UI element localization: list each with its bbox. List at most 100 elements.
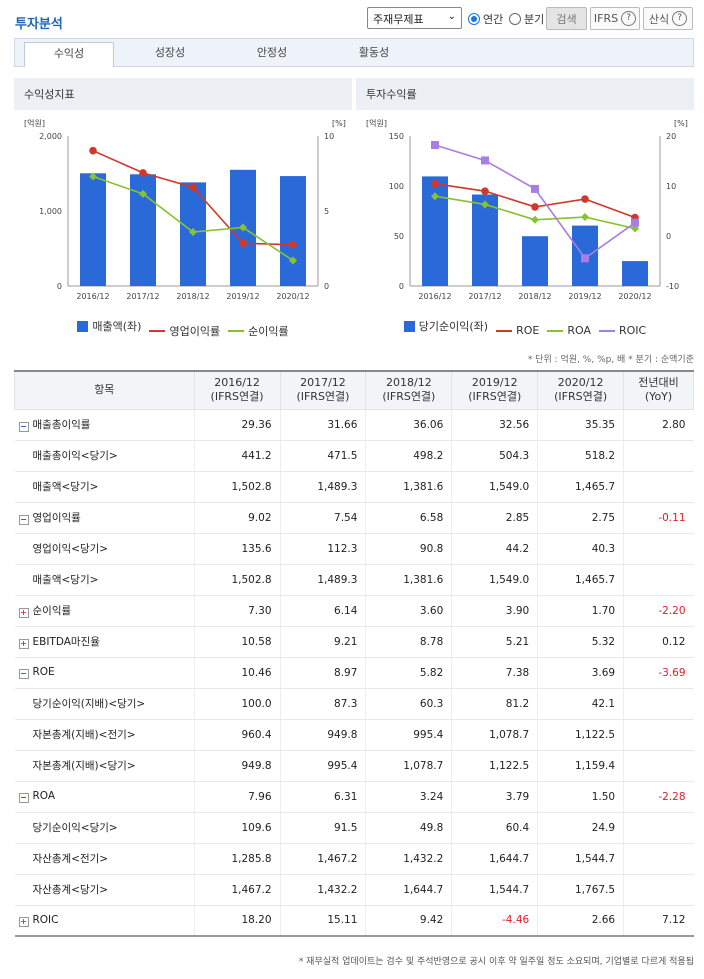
row-label[interactable]: + EBITDA마진율 bbox=[14, 626, 195, 658]
data-point bbox=[239, 223, 247, 232]
tab-growth[interactable]: 성장성 bbox=[154, 46, 186, 59]
x-tick-label: 2019/12 bbox=[226, 292, 259, 301]
tab-bar: 수익성 성장성 안정성 활동성 bbox=[14, 38, 694, 67]
search-button[interactable]: 검색 bbox=[546, 7, 587, 30]
table-cell: 18.20 bbox=[193, 905, 281, 937]
table-cell: 60.4 bbox=[451, 812, 538, 844]
table-cell: 9.02 bbox=[193, 502, 281, 534]
x-tick-label: 2018/12 bbox=[176, 292, 209, 301]
collapse-icon[interactable]: − bbox=[18, 669, 29, 679]
row-label-text: ROA bbox=[32, 790, 56, 802]
table-row: + ROIC 18.20 15.11 9.42 -4.46 2.66 7.12 bbox=[14, 905, 694, 937]
row-label-text: 자본총계(지배)<당기> bbox=[32, 760, 136, 772]
data-point bbox=[531, 203, 539, 211]
y-tick-label: 50 bbox=[394, 232, 404, 241]
table-cell: 471.5 bbox=[279, 440, 366, 472]
legend-item[interactable]: 순이익률 bbox=[228, 323, 289, 339]
y2-tick-label: 5 bbox=[324, 207, 329, 216]
collapse-icon[interactable]: − bbox=[18, 422, 29, 432]
table-cell: 995.4 bbox=[279, 750, 366, 782]
legend-swatch-icon bbox=[228, 329, 245, 332]
data-point bbox=[189, 183, 197, 192]
row-label[interactable]: − 매출총이익률 bbox=[14, 409, 195, 441]
data-point bbox=[89, 172, 97, 181]
data-point bbox=[531, 184, 539, 193]
legend-item[interactable]: 당기순이익(좌) bbox=[403, 318, 488, 334]
table-cell: 31.66 bbox=[279, 409, 366, 441]
table-cell bbox=[623, 874, 694, 906]
table-cell: -3.69 bbox=[623, 657, 694, 689]
table-cell bbox=[623, 471, 694, 503]
row-label[interactable]: − 영업이익률 bbox=[14, 502, 195, 534]
legend-label: ROE bbox=[516, 324, 540, 337]
legend-item[interactable]: ROIC bbox=[598, 324, 646, 337]
y-tick-label: 150 bbox=[389, 132, 404, 141]
data-point bbox=[481, 187, 489, 195]
row-label[interactable]: + ROIC bbox=[14, 905, 195, 937]
table-cell: 42.1 bbox=[537, 688, 624, 720]
table-cell: 949.8 bbox=[193, 750, 281, 782]
table-cell: 1,381.6 bbox=[365, 564, 452, 596]
table-cell bbox=[623, 812, 694, 844]
table-cell: 10.46 bbox=[193, 657, 281, 689]
row-label-text: EBITDA마진율 bbox=[32, 636, 100, 648]
question-icon: ? bbox=[621, 11, 637, 26]
table-cell: 36.06 bbox=[365, 409, 452, 441]
collapse-icon[interactable]: − bbox=[18, 515, 29, 525]
table-cell: 1,381.6 bbox=[365, 471, 452, 503]
x-tick-label: 2017/12 bbox=[126, 292, 159, 301]
tab-stability[interactable]: 안정성 bbox=[256, 46, 288, 59]
legend-item[interactable]: ROE bbox=[496, 324, 539, 337]
legend-swatch-icon bbox=[547, 329, 564, 332]
formula-help-button[interactable]: 산식? bbox=[643, 7, 693, 30]
table-cell: 1,544.7 bbox=[451, 874, 538, 906]
row-label-text: 자산총계<당기> bbox=[32, 884, 109, 896]
data-point bbox=[631, 218, 639, 227]
table-cell bbox=[623, 564, 694, 596]
expand-icon[interactable]: + bbox=[18, 608, 29, 618]
column-header: 2016/12 (IFRS연결) bbox=[193, 370, 281, 410]
row-label: 자산총계<당기> bbox=[14, 874, 195, 906]
y-left-unit: [억원] bbox=[366, 118, 387, 128]
legend-item[interactable]: 매출액(좌) bbox=[77, 318, 141, 334]
y-tick-label: 0 bbox=[399, 282, 404, 291]
row-label[interactable]: + 순이익률 bbox=[14, 595, 195, 627]
data-point bbox=[139, 169, 147, 177]
column-header: 전년대비 (YoY) bbox=[623, 370, 694, 410]
table-cell: 35.35 bbox=[537, 409, 624, 441]
table-cell: 995.4 bbox=[365, 719, 452, 751]
table-cell: 0.12 bbox=[623, 626, 694, 658]
x-tick-label: 2020/12 bbox=[276, 292, 309, 301]
y-left-unit: [억원] bbox=[24, 118, 45, 128]
radio-annual[interactable]: 연간 bbox=[468, 11, 503, 27]
table-cell: 1,432.2 bbox=[365, 843, 452, 875]
tab-profitability[interactable]: 수익성 bbox=[24, 42, 114, 67]
y2-tick-label: -10 bbox=[666, 282, 679, 291]
table-row: + 순이익률 7.30 6.14 3.60 3.90 1.70 -2.20 bbox=[14, 595, 694, 627]
expand-icon[interactable]: + bbox=[18, 916, 29, 927]
legend-item[interactable]: ROA bbox=[547, 324, 591, 337]
table-cell: 7.38 bbox=[451, 657, 538, 689]
table-cell: 2.75 bbox=[537, 502, 624, 534]
collapse-icon[interactable]: − bbox=[18, 793, 29, 803]
radio-quarter[interactable]: 분기 bbox=[509, 11, 544, 27]
ifrs-help-button[interactable]: IFRS? bbox=[590, 7, 640, 30]
table-cell: -4.46 bbox=[451, 905, 538, 937]
row-label[interactable]: − ROE bbox=[14, 657, 195, 689]
table-cell: 1,285.8 bbox=[193, 843, 281, 875]
expand-icon[interactable]: + bbox=[18, 639, 29, 649]
table-cell: 3.79 bbox=[451, 781, 538, 813]
data-point bbox=[431, 179, 439, 188]
table-cell: 49.8 bbox=[365, 812, 452, 844]
table-cell: 1,544.7 bbox=[537, 843, 624, 875]
table-cell: 1,467.2 bbox=[279, 843, 366, 875]
legend-label: 영업이익률 bbox=[169, 324, 221, 338]
table-cell: 1,502.8 bbox=[193, 564, 281, 596]
row-label[interactable]: − ROA bbox=[14, 781, 195, 813]
statement-select[interactable]: 주재무제표 ⌄ bbox=[367, 7, 462, 29]
row-label: 자본총계(지배)<전기> bbox=[14, 719, 195, 751]
tab-activity[interactable]: 활동성 bbox=[358, 46, 390, 59]
y-right-unit: [%] bbox=[332, 119, 346, 128]
legend-item[interactable]: 영업이익률 bbox=[149, 323, 220, 339]
